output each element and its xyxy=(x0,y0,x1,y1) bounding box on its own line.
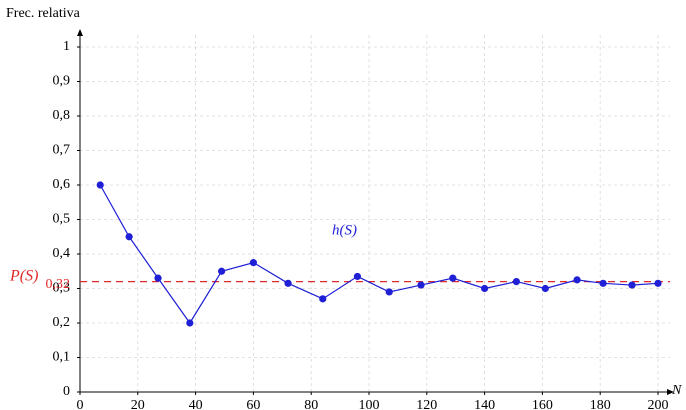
data-point xyxy=(573,276,581,284)
x-tick-label: 180 xyxy=(590,398,611,410)
y-tick-label: 0,5 xyxy=(53,212,71,227)
data-point xyxy=(512,278,520,286)
y-axis-arrow xyxy=(77,29,83,36)
data-point xyxy=(353,272,362,281)
data-point xyxy=(154,274,162,282)
series-label: h(S) xyxy=(332,222,357,238)
data-point xyxy=(319,295,327,303)
x-tick-label: 80 xyxy=(304,398,318,410)
x-tick-label: 0 xyxy=(77,398,84,410)
y-tick-label: 0,3 xyxy=(53,281,71,296)
x-tick-label: 100 xyxy=(359,398,380,410)
x-tick-label: 20 xyxy=(131,398,145,410)
x-tick-label: 140 xyxy=(474,398,495,410)
x-axis-label: N xyxy=(671,383,682,398)
data-point xyxy=(125,233,133,241)
y-tick-label: 0,7 xyxy=(53,143,71,158)
x-tick-label: 200 xyxy=(648,398,669,410)
data-point xyxy=(449,274,457,282)
y-tick-label: 0,9 xyxy=(53,74,71,89)
y-axis-label: Frec. relativa xyxy=(6,6,81,21)
reference-name: P(S) xyxy=(9,267,38,284)
y-tick-label: 0,1 xyxy=(53,350,71,365)
y-tick-label: 1 xyxy=(63,39,70,54)
data-point xyxy=(628,281,636,289)
data-point xyxy=(654,279,662,287)
data-point xyxy=(284,279,292,287)
data-point xyxy=(481,284,489,293)
data-point xyxy=(541,284,549,293)
x-axis-arrow xyxy=(667,389,674,395)
y-tick-label: 0 xyxy=(63,384,70,399)
reference-label: 0,32 xyxy=(46,277,71,292)
data-point xyxy=(385,288,393,296)
data-point xyxy=(599,279,607,287)
y-tick-label: 0,8 xyxy=(53,108,71,123)
data-point xyxy=(417,281,425,289)
x-tick-label: 160 xyxy=(532,398,553,410)
x-tick-label: 120 xyxy=(416,398,437,410)
y-tick-label: 0,2 xyxy=(53,315,71,330)
y-tick-label: 0,6 xyxy=(53,177,71,192)
data-point xyxy=(218,267,226,275)
data-point xyxy=(186,319,194,327)
data-point xyxy=(249,259,257,267)
x-tick-label: 60 xyxy=(246,398,260,410)
y-tick-label: 0,4 xyxy=(53,246,71,261)
x-tick-label: 40 xyxy=(189,398,203,410)
data-point xyxy=(96,181,104,189)
